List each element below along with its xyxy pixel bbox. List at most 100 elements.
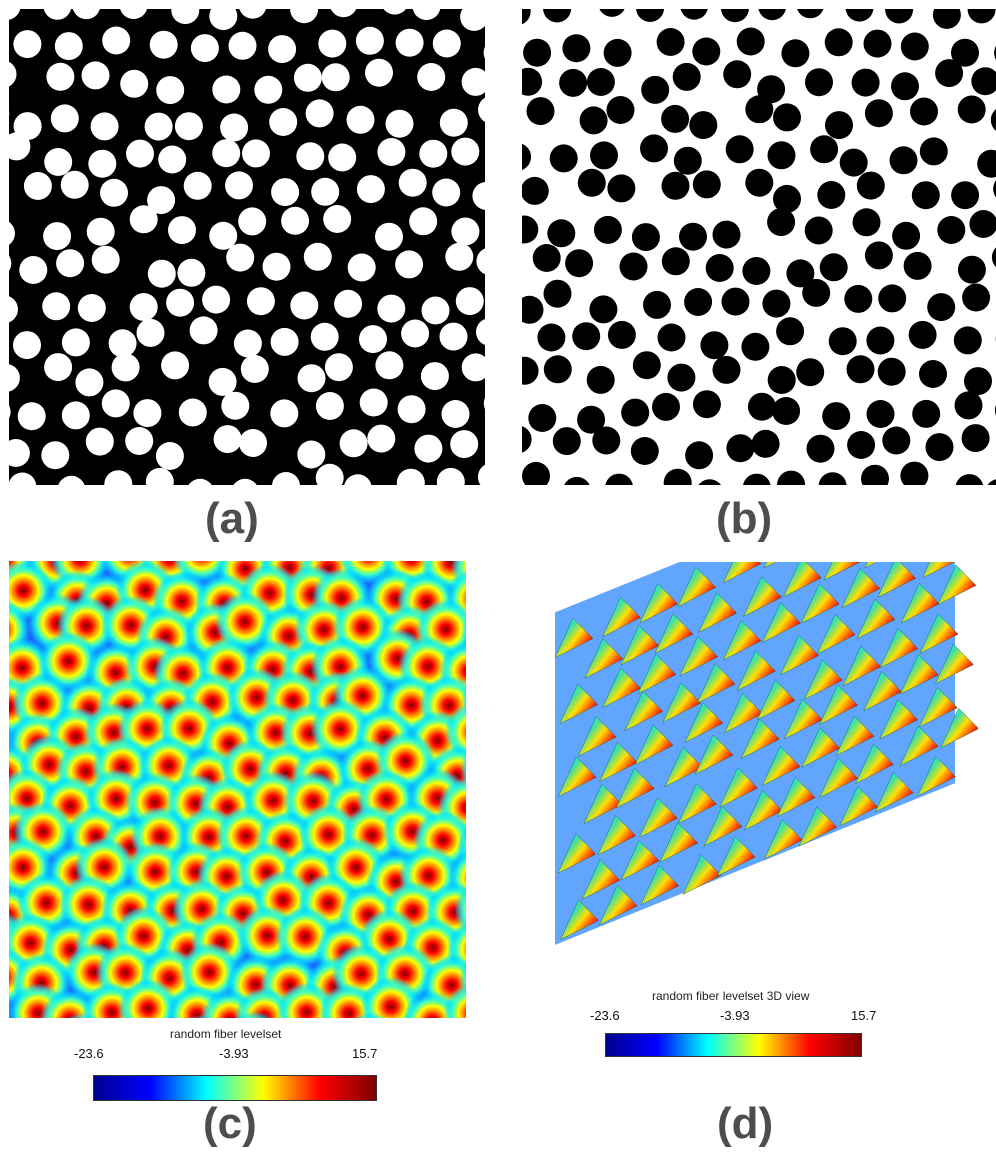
fiber-disk (951, 181, 980, 210)
fiber-disk (147, 259, 176, 288)
fiber-disk (692, 37, 721, 66)
fiber-disk (281, 206, 310, 235)
levelset-peak (351, 1012, 388, 1018)
surface-peak (684, 702, 724, 743)
fiber-disk (77, 294, 106, 322)
fiber-disk (804, 216, 833, 245)
colorbar-mid-label-d: -3.93 (720, 1008, 750, 1023)
fiber-disk (120, 69, 149, 98)
fiber-disk (781, 39, 810, 68)
fiber-disk (233, 478, 257, 485)
surface-peak (664, 746, 704, 787)
fiber-disk (925, 433, 954, 462)
surface-peak (639, 583, 679, 624)
surface-peak (560, 899, 599, 940)
fiber-disk (767, 141, 796, 170)
fiber-disk (90, 112, 119, 141)
fiber-disk (632, 351, 661, 380)
fiber-disk (599, 9, 625, 17)
panel-label-b: (b) (716, 494, 773, 543)
fiber-disk (564, 476, 590, 485)
fiber-disk (189, 316, 218, 345)
fiber-disk (619, 252, 648, 281)
fiber-disk (861, 464, 889, 485)
fiber-disk (593, 215, 622, 244)
fiber-disk (721, 287, 750, 316)
fiber-disk (522, 67, 543, 96)
fiber-disk (971, 67, 996, 96)
fiber-disk (856, 171, 885, 200)
fiber-disk (367, 424, 396, 453)
fiber-disk (23, 172, 52, 200)
fiber-disk (441, 400, 470, 428)
fiber-disk (13, 331, 41, 360)
surface-peak (634, 724, 674, 765)
fiber-disk (900, 32, 929, 61)
fiber-disk (631, 223, 660, 252)
levelset-peak (391, 1016, 409, 1018)
fiber-disk (81, 61, 110, 90)
fiber-disk (190, 34, 219, 63)
fiber-disk (86, 217, 115, 246)
fiber-disk (72, 9, 100, 20)
fiber-disk (318, 29, 347, 58)
surface-peak (678, 783, 717, 824)
fiber-disk (951, 38, 979, 67)
fiber-disk (161, 351, 190, 380)
fiber-disk (891, 72, 919, 101)
surface-peak (639, 797, 678, 838)
fiber-disk (543, 9, 572, 23)
surface-peak (819, 757, 859, 798)
fiber-pattern-b (522, 9, 996, 485)
fiber-disk (630, 437, 659, 465)
fiber-disk (85, 427, 114, 456)
fiber-disk (420, 362, 449, 391)
fiber-disk (478, 97, 485, 122)
fiber-disk (919, 360, 947, 388)
fiber-disk (310, 322, 339, 351)
fiber-disk (397, 395, 426, 424)
colorbar-max-label-c: 15.7 (352, 1046, 378, 1061)
fiber-disk (395, 250, 424, 279)
levelset-peak (187, 1014, 215, 1018)
fiber-disk (705, 254, 734, 282)
fiber-disk (242, 139, 270, 168)
fiber-disk (377, 138, 406, 166)
fiber-disk (414, 434, 443, 463)
surface-peak (624, 690, 664, 732)
fiber-disk (742, 257, 771, 285)
fiber-disk (303, 242, 332, 271)
fiber-disk (104, 470, 133, 485)
fiber-disk (9, 472, 37, 485)
fiber-disk (692, 170, 721, 199)
fiber-disk (58, 475, 85, 485)
fiber-disk (9, 9, 21, 20)
fiber-disk (188, 478, 212, 485)
fiber-disk (844, 284, 873, 313)
levelset-peak (65, 1012, 101, 1018)
fiber-disk (477, 464, 485, 485)
surface-peak (597, 815, 637, 856)
fiber-disk (680, 9, 708, 20)
fiber-disk (9, 255, 12, 271)
fiber-disk (776, 317, 805, 346)
fiber-disk (144, 112, 173, 141)
surface-peak (900, 654, 939, 695)
surface-peak (744, 790, 783, 831)
fiber-disk (177, 258, 206, 287)
fiber-disk (672, 62, 701, 91)
fiber-disk (802, 278, 831, 307)
fiber-image-white-on-black (9, 9, 485, 485)
fiber-disk (145, 467, 174, 485)
fiber-disk (565, 249, 594, 278)
fiber-disk (439, 322, 468, 351)
surface-peak (877, 562, 917, 598)
fiber-disk (892, 221, 921, 250)
fiber-disk (102, 26, 131, 55)
fiber-disk (822, 402, 851, 431)
surface-peak (922, 562, 961, 579)
fiber-disk (955, 474, 984, 485)
fiber-disk (41, 441, 70, 470)
fiber-disk (158, 145, 187, 174)
fiber-disk (889, 146, 918, 175)
